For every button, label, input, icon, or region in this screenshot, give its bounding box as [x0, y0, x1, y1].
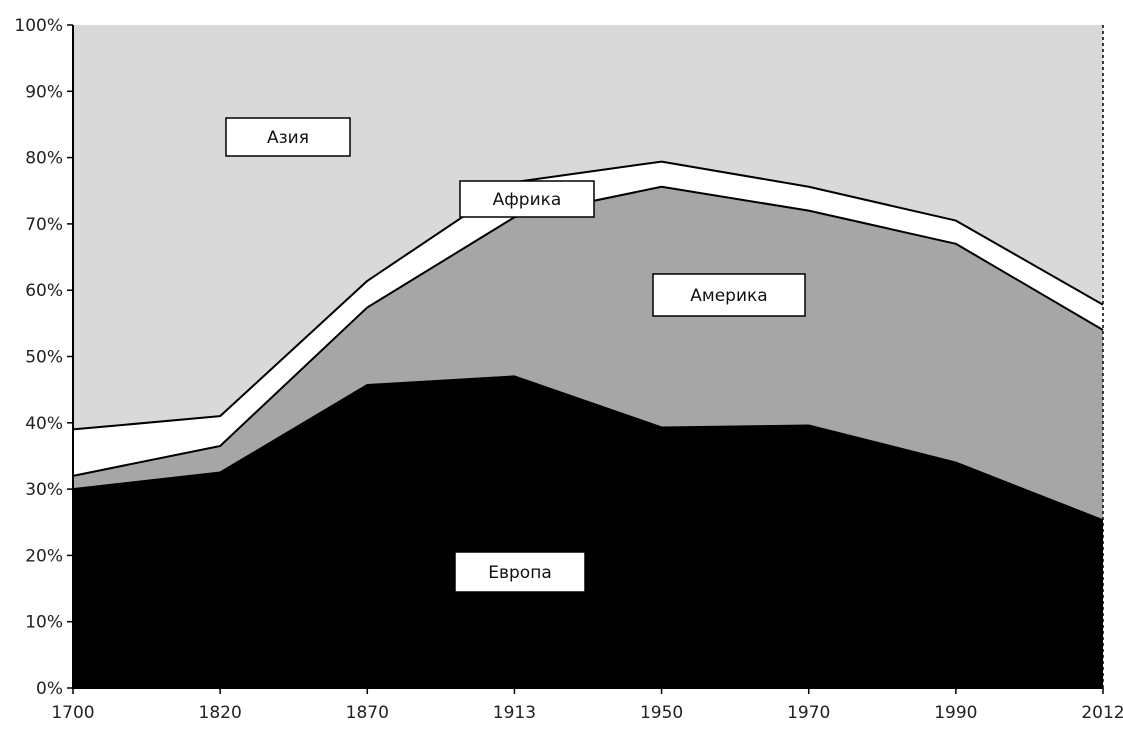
y-tick-label: 90% — [25, 82, 63, 102]
x-tick-label: 1970 — [787, 703, 830, 723]
y-tick-label: 80% — [25, 149, 63, 169]
y-tick-label: 0% — [36, 679, 63, 699]
x-tick-label: 1950 — [640, 703, 683, 723]
x-tick-label: 1820 — [199, 703, 242, 723]
y-tick-label: 10% — [25, 613, 63, 633]
x-tick-label: 1990 — [934, 703, 977, 723]
series-label-америка: Америка — [690, 286, 767, 306]
series-area-2 — [73, 161, 1103, 476]
y-tick-label: 50% — [25, 348, 63, 368]
y-tick-label: 100% — [14, 16, 63, 36]
x-tick-label: 1870 — [346, 703, 389, 723]
y-tick-label: 20% — [25, 546, 63, 566]
y-tick-label: 70% — [25, 215, 63, 235]
label-box-америка — [652, 273, 806, 317]
series-area-0 — [73, 376, 1103, 688]
series-line-2 — [72, 160, 1104, 431]
x-tick-label: 1700 — [51, 703, 94, 723]
series-area-1 — [73, 186, 1103, 521]
series-label-азия: Азия — [267, 128, 309, 148]
x-tick-label: 2012 — [1081, 703, 1123, 723]
label-box-азия — [225, 117, 351, 157]
series-label-европа: Европа — [488, 563, 551, 583]
label-box-африка — [459, 180, 595, 218]
y-tick-label: 30% — [25, 480, 63, 500]
series-label-африка: Африка — [493, 190, 562, 210]
label-box-европа — [454, 551, 586, 593]
y-tick-label: 40% — [25, 414, 63, 434]
y-tick-label: 60% — [25, 281, 63, 301]
x-tick-label: 1913 — [493, 703, 536, 723]
series-line-0 — [72, 375, 1104, 522]
